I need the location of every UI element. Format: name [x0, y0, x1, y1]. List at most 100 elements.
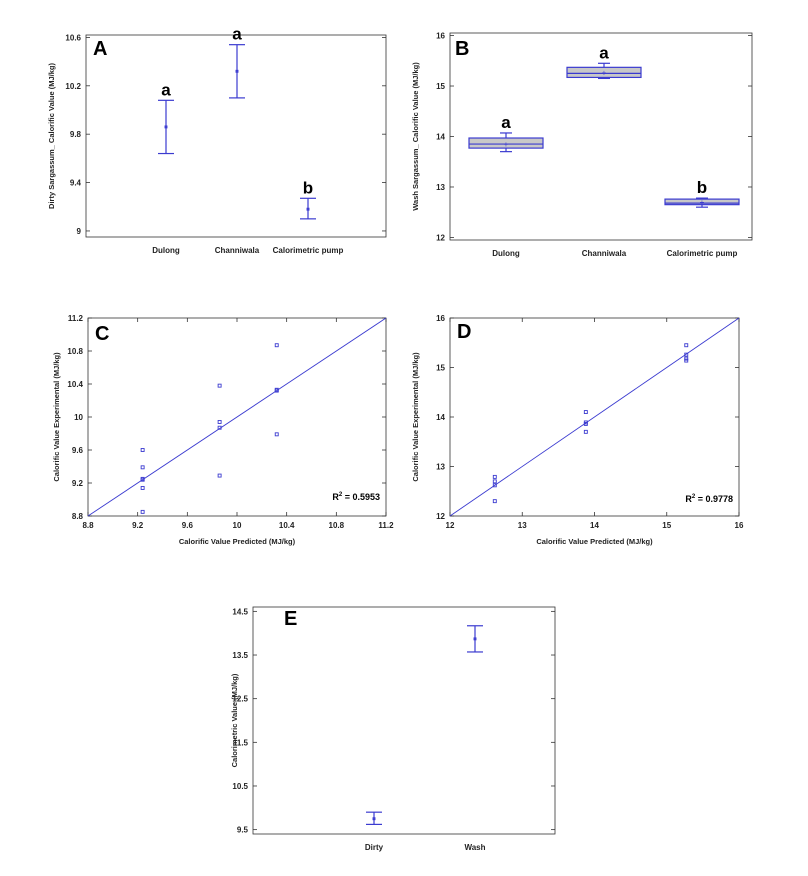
interval-center [164, 125, 168, 129]
y-tick-label: 11.5 [233, 738, 249, 747]
panel-label: D [457, 321, 471, 343]
group-letter: b [697, 178, 707, 197]
plot-frame [449, 32, 753, 241]
y-tick-label: 11.2 [68, 314, 84, 323]
plot-frame [85, 34, 387, 238]
group-letter: b [303, 178, 313, 197]
x-tick-label: 16 [735, 521, 744, 530]
plot-frame [252, 606, 556, 835]
data-point [140, 509, 145, 514]
y-axis-label: Calorific Value Experimental (MJ/kg) [52, 352, 61, 482]
category-label: Calorimetric pump [667, 249, 738, 258]
box [664, 198, 740, 206]
y-tick-label: 14 [436, 413, 445, 422]
data-point [684, 356, 689, 361]
x-tick-label: 10.4 [279, 521, 295, 530]
y-tick-label: 9.2 [72, 479, 84, 488]
data-point [140, 448, 145, 452]
panel-c: 8.8 9.2 9.6 10 10.4 10.8 11.2 8.8 9.2 9.6 10 10.4 10… [52, 314, 394, 546]
y-axis-label: Calorimetric Value (MJ/kg) [230, 673, 239, 767]
interval-center [473, 637, 477, 641]
r-squared-annotation: R2 = 0.9778 [685, 494, 733, 504]
category-label: Channiwala [582, 249, 627, 258]
panel-d: 12 13 14 15 16 12 13 14 15 16 Calorific Value Expe… [411, 314, 744, 546]
data-point [140, 465, 145, 470]
x-axis-label: Calorific Value Predicted (MJ/kg) [179, 537, 296, 546]
panel-label: C [95, 323, 109, 345]
interval-center [235, 69, 239, 73]
x-tick-label: 9.6 [182, 521, 194, 530]
data-point [684, 352, 689, 357]
box [566, 66, 642, 79]
data-point [583, 429, 588, 434]
y-tick-label: 10 [74, 413, 83, 422]
data-point [140, 486, 145, 490]
y-tick-label: 14.5 [232, 607, 248, 616]
y-tick-label: 14 [436, 133, 445, 142]
x-tick-label: 9.2 [132, 521, 144, 530]
category-label: Channiwala [215, 246, 260, 255]
y-tick-label: 12.5 [232, 695, 248, 704]
x-tick-label: 10 [233, 521, 242, 530]
data-point [492, 474, 497, 479]
data-point [140, 476, 145, 481]
group-letter: a [232, 25, 242, 44]
y-tick-label: 9 [77, 227, 82, 236]
y-axis-label: Calorific Value Experimental (MJ/kg) [411, 352, 420, 482]
data-point [492, 479, 497, 484]
data-point [217, 473, 222, 478]
data-point [274, 387, 279, 392]
panel-label: B [455, 38, 469, 60]
interval-center [372, 817, 376, 821]
data-point [583, 420, 588, 425]
y-tick-label: 10.4 [67, 380, 83, 389]
data-point [492, 499, 497, 504]
y-tick-label: 15 [436, 364, 445, 373]
x-tick-label: 11.2 [378, 521, 394, 530]
panel-e: 9.5 10.5 11.5 12.5 13.5 14.5 Dirty Wash Calorime… [230, 606, 556, 852]
x-tick-label: 10.8 [329, 521, 345, 530]
panel-b: 12 13 14 15 16 Dulong Channiwala Calorimetric p… [411, 32, 753, 258]
panel-label: E [284, 608, 297, 630]
y-tick-label: 12 [436, 233, 445, 242]
y-tick-label: 10.6 [65, 33, 81, 42]
data-point [583, 410, 588, 414]
r-squared-annotation: R2 = 0.5953 [332, 492, 380, 502]
category-label: Dulong [492, 249, 520, 258]
group-letter: a [599, 43, 609, 62]
x-tick-label: 13 [518, 521, 527, 530]
y-tick-label: 8.8 [72, 512, 84, 521]
y-tick-label: 16 [436, 314, 445, 323]
data-point [274, 343, 279, 348]
y-tick-label: 9.8 [70, 130, 82, 139]
y-tick-label: 10.5 [232, 782, 248, 791]
y-tick-label: 13 [436, 183, 445, 192]
y-tick-label: 9.4 [70, 179, 82, 188]
y-tick-label: 9.6 [72, 446, 84, 455]
y-tick-label: 9.5 [237, 826, 249, 835]
category-label: Dirty [365, 843, 384, 852]
y-tick-label: 13 [436, 463, 445, 472]
y-tick-label: 12 [436, 512, 445, 521]
category-label: Dulong [152, 246, 180, 255]
x-tick-label: 15 [662, 521, 671, 530]
y-axis-label: Dirty Sargassum_ Calorific Value (MJ/kg) [47, 63, 56, 209]
interval-center [306, 207, 310, 211]
x-tick-label: 8.8 [82, 521, 94, 530]
y-tick-label: 13.5 [232, 651, 248, 660]
data-point [217, 383, 222, 388]
box-mean: + [602, 68, 607, 77]
data-point [217, 420, 222, 424]
x-tick-label: 12 [446, 521, 455, 530]
group-letter: a [161, 80, 171, 99]
x-axis-label: Calorific Value Predicted (MJ/kg) [536, 537, 653, 546]
box-mean: + [504, 140, 509, 149]
y-tick-label: 15 [436, 82, 445, 91]
x-tick-label: 14 [590, 521, 599, 530]
y-tick-label: 10.2 [65, 82, 81, 91]
y-axis-label: Wash Sargassum_ Calorific Value (MJ/kg) [411, 62, 420, 211]
fit-line [449, 317, 740, 517]
fit-line [87, 317, 387, 517]
panel-a: 9 9.4 9.8 10.2 10.6 Dulong Channiwala Calorimet… [47, 25, 387, 255]
